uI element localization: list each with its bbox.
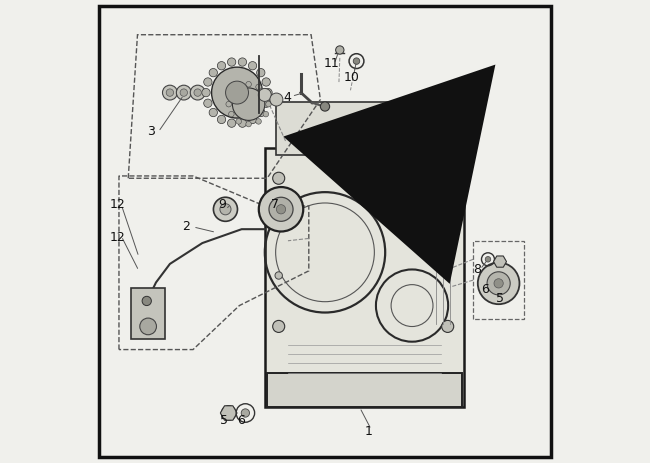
Circle shape: [246, 121, 252, 127]
Circle shape: [494, 279, 503, 288]
Circle shape: [485, 257, 491, 262]
Circle shape: [180, 89, 187, 96]
Circle shape: [269, 197, 293, 221]
Circle shape: [226, 81, 248, 104]
Circle shape: [258, 88, 271, 101]
Circle shape: [257, 69, 265, 77]
Circle shape: [320, 102, 330, 111]
Text: 6: 6: [237, 414, 244, 427]
Circle shape: [276, 205, 285, 214]
Circle shape: [262, 99, 270, 107]
Circle shape: [227, 58, 236, 66]
Circle shape: [256, 84, 261, 90]
Text: 5: 5: [496, 292, 504, 305]
Circle shape: [202, 88, 210, 97]
Circle shape: [262, 78, 270, 86]
Circle shape: [273, 320, 285, 332]
FancyBboxPatch shape: [131, 288, 165, 339]
Circle shape: [226, 101, 231, 107]
Text: 12: 12: [110, 231, 125, 244]
Circle shape: [227, 119, 236, 127]
Text: 10: 10: [344, 71, 360, 84]
Circle shape: [263, 91, 268, 97]
Text: 9: 9: [218, 198, 226, 211]
Circle shape: [270, 93, 283, 106]
Circle shape: [176, 85, 191, 100]
Circle shape: [266, 101, 271, 107]
FancyBboxPatch shape: [276, 102, 452, 155]
Circle shape: [221, 406, 236, 420]
Circle shape: [264, 88, 272, 97]
Text: 5: 5: [220, 414, 228, 427]
Circle shape: [239, 58, 246, 66]
Text: 4: 4: [283, 91, 291, 104]
Circle shape: [162, 85, 177, 100]
Text: 1: 1: [365, 425, 373, 438]
Circle shape: [275, 221, 282, 228]
Text: 12: 12: [110, 198, 125, 211]
Circle shape: [236, 119, 241, 124]
Circle shape: [273, 172, 285, 184]
Circle shape: [209, 69, 218, 77]
Circle shape: [241, 409, 250, 417]
Circle shape: [203, 78, 212, 86]
Circle shape: [229, 91, 234, 97]
FancyBboxPatch shape: [267, 373, 462, 407]
Circle shape: [217, 62, 226, 70]
Circle shape: [248, 62, 257, 70]
Circle shape: [194, 89, 202, 96]
Circle shape: [140, 318, 157, 335]
Circle shape: [142, 296, 151, 306]
Circle shape: [203, 99, 212, 107]
Text: FR.: FR.: [449, 86, 477, 101]
Circle shape: [220, 204, 231, 215]
Circle shape: [259, 187, 304, 232]
Circle shape: [257, 108, 265, 117]
Circle shape: [166, 89, 174, 96]
Circle shape: [217, 115, 226, 124]
Text: 11: 11: [324, 57, 340, 70]
Text: 8: 8: [473, 263, 481, 276]
Circle shape: [213, 197, 237, 221]
Text: 7: 7: [271, 198, 279, 211]
Circle shape: [256, 119, 261, 124]
Circle shape: [353, 58, 359, 64]
Circle shape: [275, 272, 282, 279]
Circle shape: [246, 81, 252, 87]
Circle shape: [442, 172, 454, 184]
Circle shape: [239, 119, 246, 127]
Text: 6: 6: [481, 283, 489, 296]
Text: 2: 2: [182, 220, 190, 233]
Circle shape: [478, 263, 519, 304]
Circle shape: [190, 85, 205, 100]
Text: 3: 3: [148, 125, 155, 138]
Circle shape: [229, 111, 234, 117]
Circle shape: [236, 84, 241, 90]
Circle shape: [233, 88, 265, 120]
Circle shape: [442, 320, 454, 332]
Circle shape: [211, 67, 263, 118]
Circle shape: [335, 46, 344, 54]
Circle shape: [248, 115, 257, 124]
Polygon shape: [493, 256, 506, 267]
Polygon shape: [220, 406, 237, 420]
Circle shape: [209, 108, 218, 117]
Circle shape: [487, 272, 510, 295]
Circle shape: [263, 111, 268, 117]
FancyBboxPatch shape: [265, 148, 464, 407]
